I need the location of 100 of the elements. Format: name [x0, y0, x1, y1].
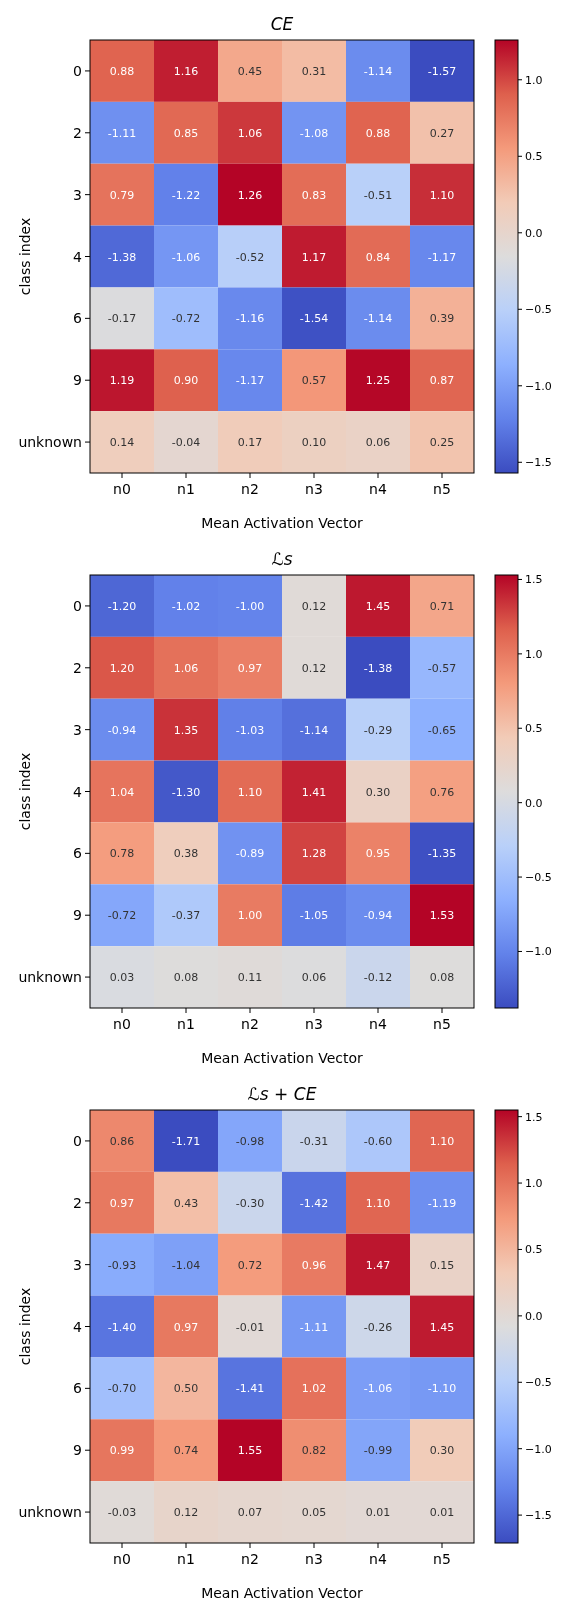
x-tick-label: n0 [113, 481, 131, 497]
x-tick-label: n1 [177, 1551, 195, 1567]
data-label: -0.60 [363, 1134, 393, 1148]
data-label: -0.30 [235, 1196, 265, 1210]
color-bar-label: 1.5 [525, 1110, 543, 1124]
y-tick-label: 6 [73, 1380, 83, 1397]
y-tick-label: 3 [73, 186, 82, 203]
data-label: 0.08 [429, 971, 455, 985]
data-label: 0.12 [301, 599, 327, 613]
data-label: 1.47 [365, 1258, 391, 1272]
y-tick-label: 9 [73, 1442, 82, 1459]
x-tick-label: n3 [305, 1016, 323, 1032]
data-label: 1.02 [301, 1382, 327, 1396]
data-label: 1.20 [109, 661, 135, 675]
data-label: 0.38 [173, 847, 199, 861]
color-bar-label: 0.0 [525, 796, 543, 810]
data-label: 0.88 [109, 64, 135, 78]
data-label: 0.12 [301, 661, 327, 675]
data-label: 1.35 [173, 723, 199, 737]
data-label: 1.41 [301, 785, 327, 799]
color-bar-label: 0.0 [525, 1309, 543, 1323]
data-label: 0.84 [365, 250, 391, 264]
y-tick-label: 0 [73, 1132, 82, 1149]
data-label: 1.04 [109, 785, 135, 799]
data-label: -0.57 [427, 661, 457, 675]
data-label: 1.55 [237, 1444, 263, 1458]
data-label: 0.87 [429, 374, 455, 388]
data-label: -1.05 [299, 909, 329, 923]
data-label: 0.14 [109, 436, 135, 450]
data-label: -0.94 [363, 909, 393, 923]
y-tick-label: 3 [73, 721, 82, 738]
x-tick-label: n1 [177, 481, 195, 497]
data-label: 1.26 [237, 188, 263, 202]
data-label: -1.04 [171, 1258, 201, 1272]
data-label: 1.28 [301, 847, 327, 861]
color-bar-label: −1.0 [525, 945, 552, 959]
data-label: 0.03 [109, 971, 135, 985]
x-tick-label: n2 [241, 481, 259, 497]
y-tick-label: 9 [73, 907, 82, 924]
data-label: 0.12 [173, 1506, 199, 1520]
color-bar-label: 0.5 [525, 1243, 543, 1257]
y-axis-title: class index [17, 217, 33, 296]
x-axis-title: Mean Activation Vector [201, 515, 364, 531]
data-label: -0.31 [299, 1134, 329, 1148]
x-axis-title: Mean Activation Vector [201, 1050, 364, 1066]
data-label: 0.11 [237, 971, 263, 985]
x-axis-title: Mean Activation Vector [201, 1585, 364, 1601]
data-label: -1.06 [363, 1382, 393, 1396]
y-tick-label: unknown [18, 434, 82, 451]
data-label: -1.14 [363, 64, 393, 78]
data-label: -0.72 [171, 312, 201, 326]
data-label: 0.99 [109, 1444, 135, 1458]
data-label: -0.26 [363, 1320, 393, 1334]
y-tick-label: 4 [73, 1318, 83, 1335]
data-label: -1.08 [299, 126, 329, 140]
data-label: -1.10 [427, 1382, 457, 1396]
data-label: -1.71 [171, 1134, 201, 1148]
data-label: 0.01 [429, 1506, 455, 1520]
data-label: -0.72 [107, 909, 137, 923]
data-label: -1.22 [171, 188, 201, 202]
color-bar-label: −1.5 [525, 1509, 552, 1523]
data-label: 0.39 [429, 312, 455, 326]
data-label: 0.07 [237, 1506, 263, 1520]
data-label: 1.17 [301, 250, 327, 264]
data-label: 0.10 [301, 436, 327, 450]
data-label: 0.45 [237, 64, 263, 78]
data-label: -1.38 [363, 661, 393, 675]
data-label: -0.98 [235, 1134, 265, 1148]
data-label: -1.54 [299, 312, 329, 326]
data-label: 1.00 [237, 909, 263, 923]
data-label: -0.94 [107, 723, 137, 737]
data-label: 0.43 [173, 1196, 199, 1210]
data-label: -0.51 [363, 188, 393, 202]
x-tick-label: n3 [305, 1551, 323, 1567]
y-tick-label: 2 [73, 659, 82, 676]
data-label: 0.85 [173, 126, 199, 140]
data-label: 0.71 [429, 599, 455, 613]
data-label: -1.20 [107, 599, 137, 613]
data-label: 0.83 [301, 188, 327, 202]
data-label: -0.04 [171, 436, 201, 450]
data-label: 0.97 [173, 1320, 199, 1334]
data-label: 1.06 [237, 126, 263, 140]
data-label: -1.35 [427, 847, 457, 861]
data-label: -1.17 [235, 374, 265, 388]
data-label: -1.42 [299, 1196, 329, 1210]
data-label: -0.29 [363, 723, 393, 737]
data-label: 1.10 [429, 188, 455, 202]
y-tick-label: 9 [73, 372, 82, 389]
y-tick-label: 2 [73, 1194, 82, 1211]
data-label: -1.14 [363, 312, 393, 326]
data-label: -0.52 [235, 250, 265, 264]
color-bar-label: 0.5 [525, 150, 543, 164]
data-label: 0.97 [109, 1196, 135, 1210]
data-label: 0.86 [109, 1134, 135, 1148]
data-label: 0.30 [365, 785, 391, 799]
y-axis-title: class index [17, 1287, 33, 1366]
color-bar-label: 1.0 [525, 647, 543, 661]
data-label: 0.05 [301, 1506, 327, 1520]
data-label: 0.06 [365, 436, 391, 450]
x-tick-label: n5 [433, 1016, 451, 1032]
